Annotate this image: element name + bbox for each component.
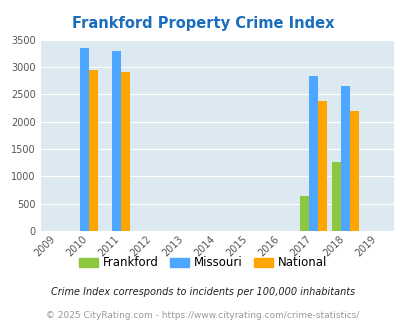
Bar bbox=[340, 86, 349, 231]
Bar bbox=[121, 72, 130, 231]
Bar bbox=[317, 101, 326, 231]
Bar bbox=[331, 162, 340, 231]
Text: Frankford Property Crime Index: Frankford Property Crime Index bbox=[72, 16, 333, 31]
Bar bbox=[89, 70, 98, 231]
Bar bbox=[308, 76, 317, 231]
Bar bbox=[349, 111, 358, 231]
Legend: Frankford, Missouri, National: Frankford, Missouri, National bbox=[74, 252, 331, 274]
Text: Crime Index corresponds to incidents per 100,000 inhabitants: Crime Index corresponds to incidents per… bbox=[51, 287, 354, 297]
Bar bbox=[79, 48, 89, 231]
Bar bbox=[112, 50, 121, 231]
Text: © 2025 CityRating.com - https://www.cityrating.com/crime-statistics/: © 2025 CityRating.com - https://www.city… bbox=[46, 311, 359, 320]
Bar bbox=[299, 196, 308, 231]
